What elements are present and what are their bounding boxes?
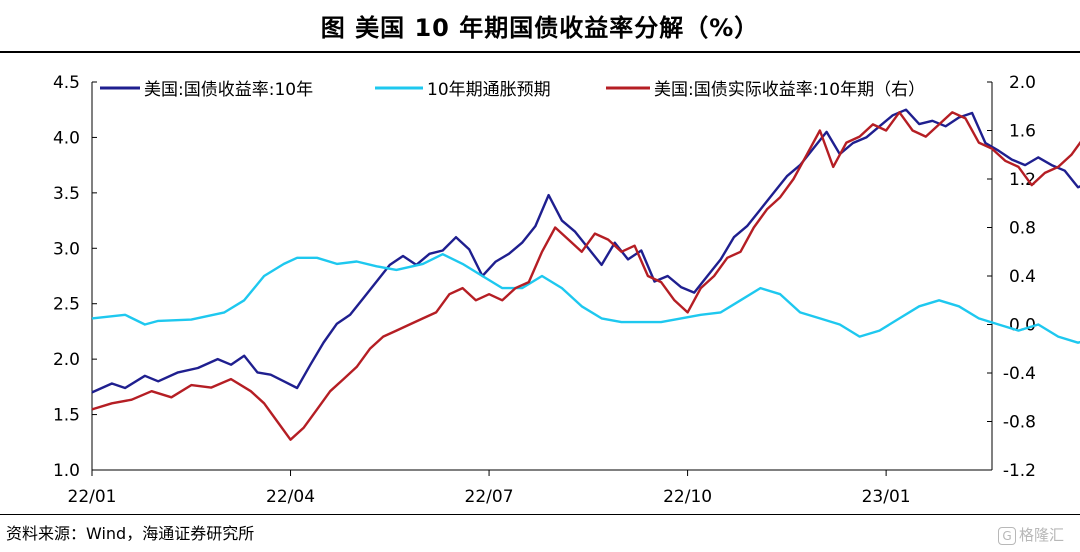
x-axis-tick-label: 22/04 [266, 487, 315, 507]
left-axis-tick-label: 2.5 [53, 295, 80, 315]
right-axis-tick-label: -0.4 [1003, 364, 1036, 384]
left-axis-tick-label: 3.5 [53, 184, 80, 204]
title-rule [0, 51, 1080, 53]
bottom-rule [0, 514, 1080, 515]
legend-label-3: 美国:国债实际收益率:10年期（右） [654, 80, 925, 100]
right-axis-tick-label: -1.2 [1003, 461, 1036, 481]
watermark: G 格隆汇 [997, 524, 1064, 545]
x-axis-tick-label: 23/01 [862, 487, 911, 507]
right-axis-tick-label: -0.8 [1003, 413, 1036, 433]
series-line-2 [91, 252, 1080, 344]
right-axis-tick-label: 0.4 [1009, 267, 1036, 287]
series-line-1 [91, 108, 1080, 394]
left-axis-tick-label: 3.0 [53, 239, 80, 259]
watermark-text: 格隆汇 [1018, 526, 1064, 544]
right-axis-tick-label: 1.6 [1009, 122, 1036, 142]
left-axis-tick-label: 4.0 [53, 128, 80, 148]
x-axis-tick-label: 22/01 [68, 487, 117, 507]
left-axis-tick-label: 2.0 [53, 350, 80, 370]
right-axis-tick-label: 2.0 [1009, 73, 1036, 93]
source-note: 资料来源：Wind，海通证券研究所 [6, 524, 255, 543]
x-axis-tick-label: 22/07 [465, 487, 514, 507]
watermark-logo-icon: G [997, 526, 1016, 545]
right-axis-tick-label: 0.8 [1009, 219, 1036, 239]
left-axis-tick-label: 1.0 [53, 461, 80, 481]
series-line-3 [91, 111, 1080, 441]
x-axis-tick-label: 22/10 [663, 487, 712, 507]
right-axis-tick-label: 1.2 [1009, 170, 1036, 190]
chart-title: 图 美国 10 年期国债收益率分解（%） [320, 14, 760, 42]
left-axis-tick-label: 1.5 [53, 406, 80, 426]
legend-label-2: 10年期通胀预期 [427, 80, 551, 100]
legend-label-1: 美国:国债收益率:10年 [144, 80, 313, 100]
left-axis-tick-label: 4.5 [53, 73, 80, 93]
